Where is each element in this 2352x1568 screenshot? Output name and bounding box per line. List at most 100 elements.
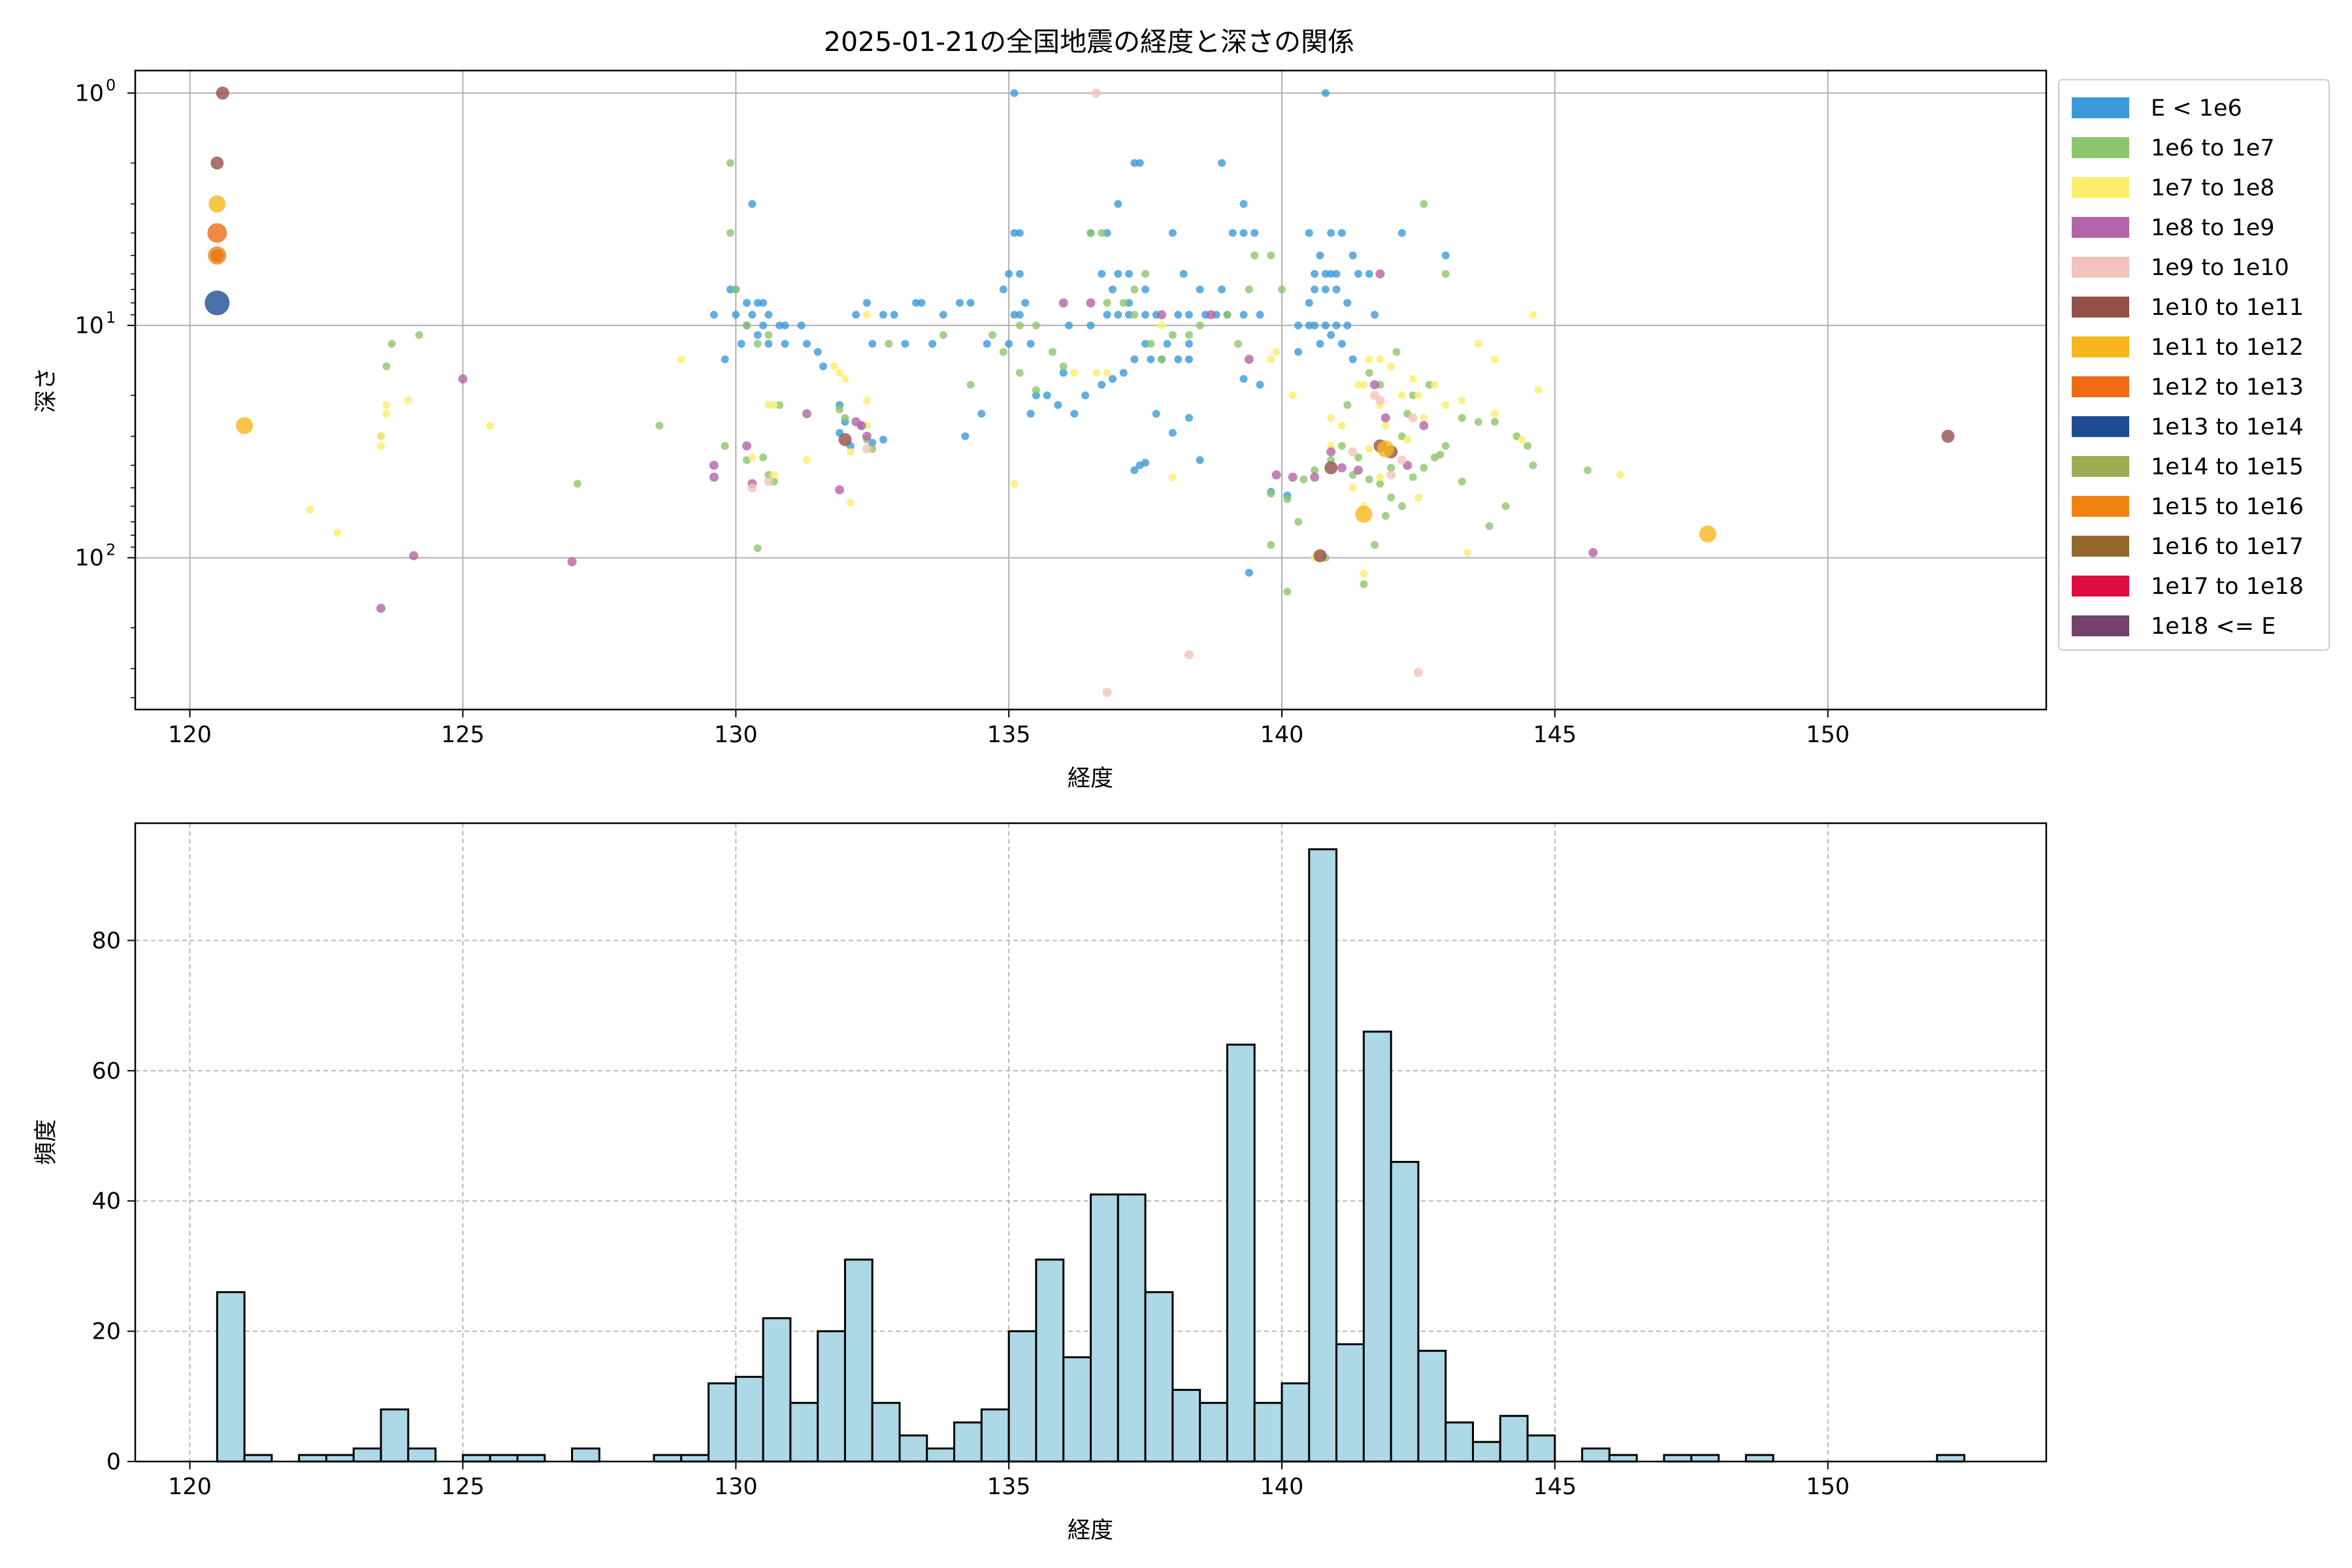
scatter-point xyxy=(764,400,773,409)
scatter-point xyxy=(1267,489,1275,498)
scatter-point xyxy=(1348,447,1358,457)
scatter-point xyxy=(1228,229,1237,237)
scatter-point xyxy=(1163,340,1171,348)
scatter-point xyxy=(1441,400,1450,409)
scatter-point xyxy=(1332,270,1341,278)
histogram-bar xyxy=(1608,1454,1638,1463)
legend-label: 1e9 to 1e10 xyxy=(2151,255,2289,281)
scatter-point xyxy=(1103,310,1111,319)
scatter-title: 2025-01-21の全国地震の経度と深さの関係 xyxy=(824,26,1354,57)
scatter-point xyxy=(1419,421,1429,431)
scatter-point xyxy=(1441,252,1450,260)
scatter-point xyxy=(813,348,822,356)
legend-label: 1e13 to 1e14 xyxy=(2151,414,2304,440)
scatter-point xyxy=(1244,355,1254,365)
legend-label: 1e15 to 1e16 xyxy=(2151,494,2304,520)
scatter-point xyxy=(1294,517,1303,526)
scatter-point xyxy=(1365,445,1373,453)
scatter-point xyxy=(1015,229,1024,237)
scatter-point xyxy=(1524,442,1532,450)
histogram-bar xyxy=(352,1447,382,1463)
scatter-point xyxy=(1184,355,1193,364)
histogram-bar xyxy=(708,1382,737,1463)
legend-label: 1e11 to 1e12 xyxy=(2151,335,2304,361)
scatter-point xyxy=(387,340,396,348)
scatter-point xyxy=(726,285,734,293)
scatter-point xyxy=(210,156,224,170)
scatter-point xyxy=(1086,321,1095,330)
scatter-point xyxy=(1413,668,1423,678)
scatter-point xyxy=(382,362,391,370)
scatter-point xyxy=(879,310,887,319)
scatter-point xyxy=(1288,472,1298,482)
scatter-point xyxy=(939,310,947,319)
scatter-point xyxy=(1343,321,1352,330)
histogram-bar xyxy=(871,1401,901,1463)
scatter-point xyxy=(1234,340,1243,348)
scatter-point xyxy=(1490,417,1499,426)
scatter-point xyxy=(753,299,762,307)
scatter-y-tick-exponent: 0 xyxy=(106,76,116,94)
scatter-point xyxy=(1490,355,1499,364)
scatter-point xyxy=(1283,587,1292,596)
histogram-bar xyxy=(1690,1454,1720,1463)
scatter-point xyxy=(1135,159,1144,167)
scatter-point xyxy=(764,340,773,348)
scatter-point xyxy=(333,529,342,537)
scatter-point xyxy=(1059,362,1068,370)
histogram-x-tick-label: 135 xyxy=(987,1474,1031,1500)
scatter-point xyxy=(1054,400,1062,409)
scatter-point xyxy=(1397,502,1406,510)
scatter-point xyxy=(759,299,768,307)
scatter-point xyxy=(1354,380,1362,389)
scatter-point xyxy=(862,396,871,404)
scatter-point xyxy=(1108,285,1117,293)
scatter-point xyxy=(862,444,872,454)
scatter-point xyxy=(1141,285,1150,293)
histogram-bar xyxy=(1362,1030,1392,1463)
scatter-point xyxy=(1305,321,1313,330)
histogram-bar xyxy=(1744,1454,1774,1463)
scatter-point xyxy=(1403,435,1412,444)
scatter-point xyxy=(928,340,937,348)
scatter-point xyxy=(1147,340,1155,348)
scatter-point xyxy=(1305,299,1313,307)
scatter-point xyxy=(1294,321,1303,330)
legend-label: 1e6 to 1e7 xyxy=(2151,135,2275,161)
scatter-point xyxy=(1360,569,1368,578)
scatter-point xyxy=(1125,270,1133,278)
scatter-point xyxy=(1397,455,1407,465)
histogram-bar xyxy=(898,1434,928,1463)
histogram-bar xyxy=(1253,1401,1283,1463)
scatter-point xyxy=(1271,470,1281,480)
scatter-point xyxy=(1239,229,1248,237)
legend-swatch xyxy=(2072,576,2129,596)
scatter-point xyxy=(1387,464,1396,472)
scatter-point xyxy=(1354,465,1363,475)
scatter-point xyxy=(748,453,757,462)
scatter-x-tick-label: 120 xyxy=(168,722,212,748)
scatter-point xyxy=(1119,299,1128,307)
scatter-point xyxy=(862,310,871,319)
scatter-point xyxy=(1316,252,1324,260)
scatter-point xyxy=(1316,340,1324,348)
scatter-point xyxy=(1070,368,1079,377)
scatter-point xyxy=(1327,270,1335,278)
scatter-point xyxy=(1321,270,1330,278)
scatter-point xyxy=(1026,340,1035,348)
scatter-point xyxy=(1245,568,1253,577)
scatter-point xyxy=(1091,88,1101,98)
scatter-point xyxy=(1283,495,1292,504)
scatter-point xyxy=(1332,321,1341,330)
scatter-point xyxy=(966,299,975,307)
scatter-point xyxy=(1397,229,1406,237)
scatter-point xyxy=(1174,310,1183,319)
scatter-point xyxy=(819,362,827,370)
scatter-point xyxy=(1015,321,1024,330)
scatter-point xyxy=(1218,285,1226,293)
scatter-point xyxy=(1534,386,1543,395)
scatter-point xyxy=(955,299,964,307)
scatter-point xyxy=(409,551,419,561)
histogram-y-tick-label: 60 xyxy=(91,1058,121,1085)
scatter-point xyxy=(1130,285,1139,293)
